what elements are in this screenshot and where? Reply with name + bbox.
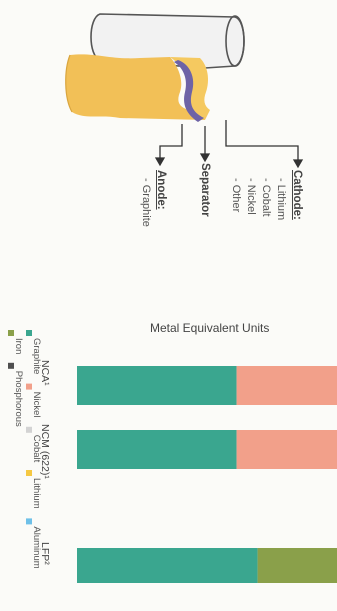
legend-label-iron: Iron — [13, 338, 24, 354]
category-label-1: NCM (622)¹ — [39, 424, 51, 479]
bar-segment-graphite-1 — [77, 430, 237, 469]
legend-swatch-cobalt — [26, 426, 32, 433]
bar-segment-graphite-2 — [77, 548, 258, 583]
legend-swatch-nickel — [26, 383, 32, 390]
legend-swatch-lithium — [26, 470, 32, 476]
chart-title: Metal Equivalent Units — [150, 321, 270, 335]
bar-segment-iron-2 — [257, 548, 337, 583]
diagram-pointers — [154, 120, 304, 169]
legend-swatch-iron — [8, 330, 14, 336]
battery-cell-icon — [65, 13, 245, 122]
bar-segment-nickel-0 — [236, 366, 337, 405]
legend-label-nickel: Nickel — [31, 392, 42, 418]
legend-swatch-phosphorous — [8, 362, 14, 369]
legend-swatch-aluminum — [26, 518, 32, 525]
legend-label-phosphorous: Phosphorous — [13, 371, 24, 427]
legend-label-cobalt: Cobalt — [31, 435, 42, 463]
bar-segment-nickel-1 — [236, 430, 337, 469]
bar-segment-graphite-0 — [77, 366, 237, 405]
legend-label-lithium: Lithium — [31, 478, 42, 509]
legend-label-graphite: Graphite — [31, 338, 42, 374]
category-label-2: LFP² — [39, 542, 51, 565]
legend-label-aluminum: Aluminum — [31, 526, 42, 568]
legend-swatch-graphite — [26, 330, 32, 336]
category-label-0: NCA¹ — [39, 360, 51, 386]
